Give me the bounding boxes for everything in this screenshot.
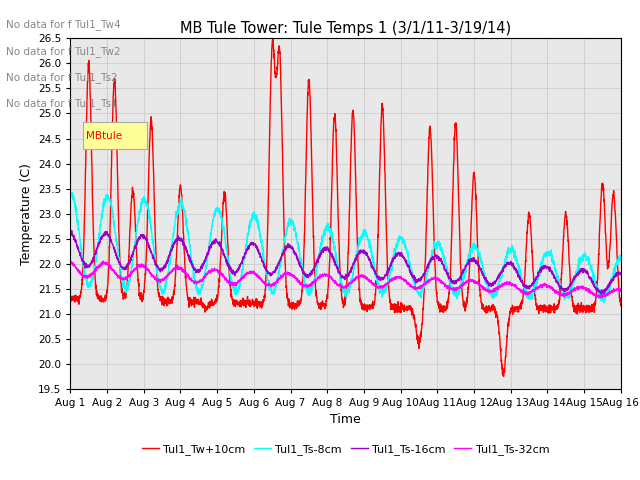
Line: Tul1_Tw+10cm: Tul1_Tw+10cm [70, 38, 621, 376]
Tul1_Ts-8cm [607, 281, 614, 287]
Tul1_Ts-16cm [67, 229, 74, 235]
Tul1_Ts-8cm [278, 253, 285, 259]
Title: MB Tule Tower: Tule Temps 1 (3/1/11-3/19/14): MB Tule Tower: Tule Temps 1 (3/1/11-3/19… [180, 21, 511, 36]
Tul1_Ts-32cm [596, 295, 604, 301]
Tul1_Ts-8cm [600, 300, 607, 306]
Tul1_Ts-32cm [617, 288, 625, 293]
Tul1_Tw+10cm [269, 36, 277, 41]
Tul1_Tw+10cm [617, 297, 625, 303]
Tul1_Ts-16cm [301, 272, 309, 278]
Tul1_Ts-32cm [129, 268, 137, 274]
Tul1_Ts-16cm [598, 291, 605, 297]
Tul1_Ts-8cm [301, 286, 309, 292]
Tul1_Ts-32cm [607, 290, 614, 296]
Text: No data for f Tul1_Tw4: No data for f Tul1_Tw4 [6, 19, 121, 30]
Text: No data for f Tul1_Tw2: No data for f Tul1_Tw2 [6, 46, 121, 57]
Tul1_Ts-8cm [129, 252, 137, 257]
Tul1_Ts-16cm [162, 261, 170, 267]
Tul1_Tw+10cm [67, 292, 74, 298]
Line: Tul1_Ts-8cm: Tul1_Ts-8cm [70, 192, 621, 303]
Tul1_Ts-8cm [617, 256, 625, 262]
Line: Tul1_Ts-32cm: Tul1_Ts-32cm [70, 261, 621, 298]
Y-axis label: Temperature (C): Temperature (C) [20, 163, 33, 264]
X-axis label: Time: Time [330, 413, 361, 426]
Tul1_Tw+10cm [607, 241, 614, 247]
Tul1_Tw+10cm [301, 183, 309, 189]
Legend: Tul1_Tw+10cm, Tul1_Ts-8cm, Tul1_Ts-16cm, Tul1_Ts-32cm: Tul1_Tw+10cm, Tul1_Ts-8cm, Tul1_Ts-16cm,… [138, 440, 554, 460]
Tul1_Ts-16cm [547, 268, 555, 274]
Tul1_Ts-16cm [278, 254, 285, 260]
Tul1_Tw+10cm [129, 190, 137, 196]
Tul1_Tw+10cm [162, 300, 170, 306]
Tul1_Tw+10cm [500, 373, 508, 379]
Text: No data for f Tul1_Ts2: No data for f Tul1_Ts2 [6, 72, 118, 83]
Tul1_Ts-32cm [67, 260, 74, 266]
Tul1_Ts-8cm [547, 253, 555, 259]
Tul1_Ts-32cm [301, 283, 309, 288]
Tul1_Ts-8cm [67, 193, 74, 199]
Tul1_Ts-16cm [617, 271, 625, 276]
Tul1_Ts-32cm [547, 285, 555, 291]
Tul1_Tw+10cm [547, 303, 555, 309]
Line: Tul1_Ts-16cm: Tul1_Ts-16cm [70, 230, 621, 294]
Tul1_Ts-8cm [162, 282, 170, 288]
Tul1_Ts-16cm [68, 228, 76, 233]
Tul1_Tw+10cm [278, 112, 285, 118]
Tul1_Ts-32cm [99, 258, 107, 264]
Tul1_Ts-16cm [607, 280, 614, 286]
Text: No data for f Tul1_Ts1: No data for f Tul1_Ts1 [6, 98, 118, 109]
Tul1_Ts-8cm [68, 190, 76, 195]
Text: MBtule: MBtule [86, 131, 122, 141]
Tul1_Ts-32cm [162, 276, 170, 281]
Tul1_Ts-32cm [278, 275, 285, 280]
Tul1_Ts-16cm [129, 250, 137, 255]
